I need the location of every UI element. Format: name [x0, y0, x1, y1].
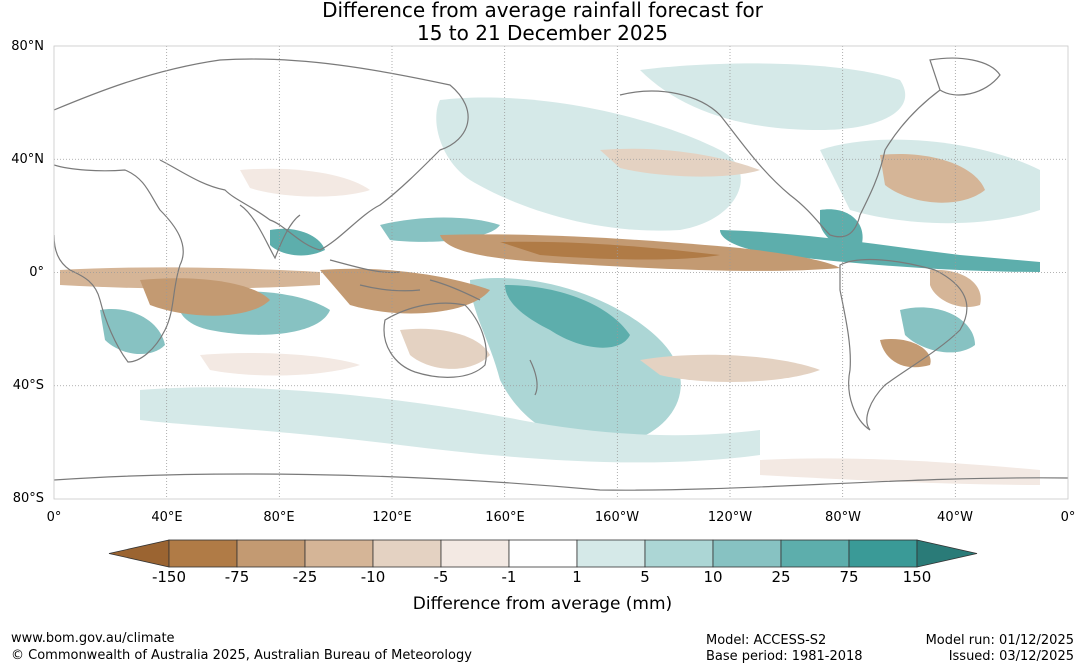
- colorbar-swatch: [304, 539, 374, 568]
- colorbar-extension-high: [916, 539, 978, 568]
- anomaly-dry-brazil-coast: [930, 269, 981, 308]
- footer-base-period: Base period: 1981-2018: [706, 649, 863, 664]
- map-frame: [53, 45, 1069, 500]
- colorbar-swatch: [236, 539, 306, 568]
- anomaly-dry-south-indian: [200, 353, 360, 376]
- lon-label-120e: 120°E: [372, 510, 412, 525]
- colorbar-tick-label: -25: [292, 568, 318, 586]
- colorbar-tick-label: 25: [771, 568, 791, 586]
- coast-australia: [383, 302, 487, 378]
- footer-model-run: Model run: 01/12/2025: [925, 633, 1074, 648]
- colorbar-swatch: [780, 539, 850, 568]
- lat-label-40n: 40°N: [11, 152, 44, 167]
- colorbar-tick-label: 5: [640, 568, 650, 586]
- anomaly-dry-equatorial-pacific-core: [500, 241, 720, 260]
- anomaly-wet-bay-bengal: [270, 228, 325, 256]
- colorbar-title: Difference from average (mm): [412, 594, 673, 614]
- lat-label-80n: 80°N: [11, 39, 44, 54]
- colorbar-swatch: [712, 539, 782, 568]
- anomaly-dry-south-america: [880, 339, 931, 368]
- anomaly-dry-north-pacific: [600, 148, 760, 177]
- coast-eurasia: [54, 58, 469, 251]
- coast-africa: [54, 164, 184, 363]
- coast-south-america: [839, 258, 968, 431]
- lon-label-120w: 120°W: [707, 510, 753, 525]
- coast-maritime-continent: [329, 259, 481, 301]
- colorbar-tick-label: 10: [703, 568, 723, 586]
- colorbar-swatch: [848, 539, 918, 568]
- colorbar-tick-label: 75: [839, 568, 859, 586]
- colorbar: [108, 539, 978, 568]
- lat-label-0: 0°: [29, 265, 44, 280]
- colorbar-swatch: [168, 539, 238, 568]
- anomaly-wet-south-pacific: [470, 278, 681, 446]
- coast-north-america: [619, 89, 941, 238]
- lon-label-160w: 160°W: [594, 510, 640, 525]
- coast-greenland: [929, 57, 1001, 96]
- colorbar-swatch: [508, 539, 578, 568]
- footer-issued: Issued: 03/12/2025: [948, 649, 1074, 664]
- lon-label-40e: 40°E: [151, 510, 183, 525]
- anomaly-wet-south-pacific-core: [505, 285, 630, 348]
- colorbar-tick-label: 1: [572, 568, 582, 586]
- colorbar-swatch: [644, 539, 714, 568]
- anomaly-dry-north-asia: [240, 168, 370, 197]
- lon-label-80w: 80°W: [825, 510, 861, 525]
- map-title-line1: Difference from average rainfall forecas…: [322, 0, 763, 22]
- anomaly-dry-australia: [400, 328, 490, 369]
- colorbar-tick-label: -5: [433, 568, 449, 586]
- colorbar-extension-low: [108, 539, 170, 568]
- footer-model: Model: ACCESS-S2: [706, 633, 827, 648]
- coast-new-zealand: [529, 359, 538, 396]
- anomaly-wet-itcz-east: [720, 230, 1040, 272]
- map-title-line2: 15 to 21 December 2025: [416, 21, 668, 45]
- anomaly-wet-southern-band: [140, 387, 760, 463]
- colorbar-swatch: [372, 539, 442, 568]
- graticule: [54, 46, 1068, 499]
- lon-label-0-right: 0°: [1060, 510, 1076, 525]
- footer-website: www.bom.gov.au/climate: [11, 631, 175, 646]
- colorbar-swatch: [576, 539, 646, 568]
- coast-india: [239, 204, 301, 260]
- coast-antarctica: [54, 473, 1068, 491]
- colorbar-tick-label: -150: [151, 568, 187, 586]
- lon-label-160e: 160°E: [485, 510, 525, 525]
- anomaly-dry-north-atlantic: [880, 154, 985, 203]
- anomaly-wet-south-america: [900, 307, 975, 353]
- anomaly-dry-southern-ocean: [640, 354, 820, 382]
- footer-copyright: © Commonwealth of Australia 2025, Austra…: [11, 648, 472, 663]
- rainfall-anomaly-field: [54, 46, 1068, 499]
- coastlines: [54, 57, 1068, 491]
- colorbar-tick-label: -75: [224, 568, 250, 586]
- anomaly-wet-north-america: [640, 63, 906, 130]
- lon-label-40w: 40°W: [937, 510, 973, 525]
- colorbar-tick-label: -10: [360, 568, 386, 586]
- colorbar-tick-label: 150: [902, 568, 932, 586]
- anomaly-wet-gulf: [820, 209, 863, 251]
- lon-label-80e: 80°E: [263, 510, 295, 525]
- lat-label-80s: 80°S: [12, 491, 44, 506]
- colorbar-tick-label: -1: [501, 568, 517, 586]
- lat-label-40s: 40°S: [12, 378, 44, 393]
- colorbar-swatch: [440, 539, 510, 568]
- lon-label-0-left: 0°: [46, 510, 62, 525]
- anomaly-wet-north-pacific: [436, 97, 741, 231]
